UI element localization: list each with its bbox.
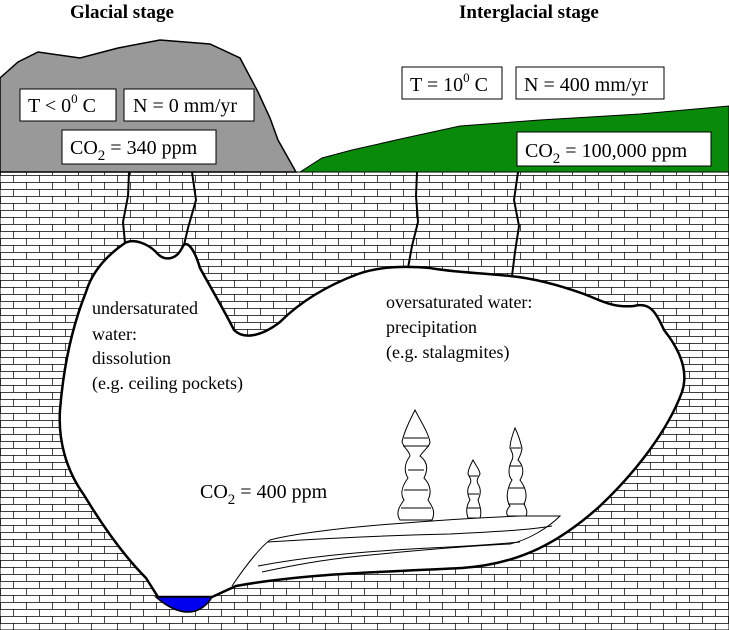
svg-text:T < 00 C: T < 00 C [28, 91, 96, 117]
svg-text:CO2 = 100,000 ppm: CO2 = 100,000 ppm [525, 140, 688, 167]
interglacial-co2-value: = 100,000 ppm [560, 140, 687, 162]
cave-co2-label: CO2 = 400 ppm [200, 481, 328, 508]
glacial-co2-value: = 340 ppm [105, 137, 197, 159]
undersaturated-line-4: (e.g. ceiling pockets) [92, 373, 243, 394]
oversaturated-line-2: precipitation [386, 317, 477, 337]
glacial-precipitation-value: N = 0 mm/yr [133, 95, 237, 117]
interglacial-co2-subscript: 2 [553, 151, 561, 167]
glacial-co2-label: CO [70, 137, 98, 159]
interglacial-precipitation-value: N = 400 mm/yr [524, 74, 648, 96]
glacial-precipitation-box: N = 0 mm/yr [123, 88, 255, 122]
cave-pool [154, 596, 214, 613]
svg-text:CO2 = 340 ppm: CO2 = 340 ppm [70, 137, 198, 164]
glacial-temperature-box: T < 00 C [19, 88, 117, 122]
interglacial-precipitation-box: N = 400 mm/yr [515, 66, 665, 100]
glacial-temperature-value: T < 0 [28, 95, 71, 117]
flowstone-layer-1 [267, 525, 553, 543]
interglacial-temperature-value: T = 10 [410, 74, 463, 96]
undersaturated-line-1: undersaturated [92, 298, 198, 318]
glacial-co2-box: CO2 = 340 ppm [61, 129, 217, 165]
interglacial-temperature-degree: 0 [463, 70, 470, 85]
cave-co2-prefix: CO [200, 481, 228, 503]
glacial-co2-subscript: 2 [98, 148, 106, 164]
undersaturated-line-2: water: [92, 324, 137, 344]
interglacial-temperature-box: T = 100 C [401, 66, 503, 100]
oversaturated-line-3: (e.g. stalagmites) [386, 342, 509, 363]
undersaturated-line-3: dissolution [92, 348, 171, 368]
glacial-temperature-unit: C [78, 95, 96, 117]
stalagmite-large [397, 408, 435, 521]
cave-co2-subscript: 2 [228, 492, 236, 508]
oversaturated-line-1: oversaturated water: [386, 292, 532, 312]
cave-chamber [58, 239, 686, 599]
interglacial-temperature-unit: C [470, 74, 488, 96]
interglacial-co2-box: CO2 = 100,000 ppm [516, 131, 712, 167]
stalagmite-medium [506, 426, 528, 517]
svg-text:T = 100 C: T = 100 C [410, 70, 488, 96]
undersaturated-label: undersaturated water: dissolution (e.g. … [92, 298, 243, 394]
interglacial-co2-label: CO [525, 140, 553, 162]
interglacial-stage-heading: Interglacial stage [459, 2, 599, 23]
fissure-4 [511, 171, 521, 277]
fissure-3 [407, 171, 420, 269]
glacial-stage-heading: Glacial stage [70, 2, 174, 23]
fissure-2 [183, 171, 198, 246]
stalagmite-small [466, 458, 482, 519]
fissure-1 [121, 171, 130, 244]
flowstone-layer-2 [257, 541, 521, 567]
oversaturated-label: oversaturated water: precipitation (e.g.… [386, 292, 537, 363]
glacial-temperature-degree: 0 [71, 91, 78, 106]
cave-co2-value: = 400 ppm [235, 481, 327, 503]
